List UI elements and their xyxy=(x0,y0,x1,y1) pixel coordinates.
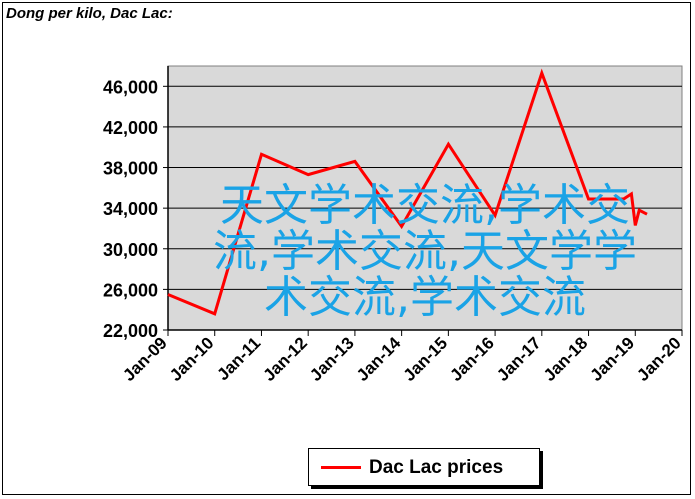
x-tick-label: Jan-13 xyxy=(306,333,358,385)
legend-label: Dac Lac prices xyxy=(369,457,504,478)
x-tick-label: Jan-20 xyxy=(633,333,685,385)
x-tick-label: Jan-17 xyxy=(493,333,545,385)
y-tick-label: 46,000 xyxy=(103,77,158,97)
x-tick-label: Jan-16 xyxy=(446,333,498,385)
x-tick-label: Jan-15 xyxy=(400,333,452,385)
y-tick-label: 26,000 xyxy=(103,280,158,300)
chart-title: Dong per kilo, Dac Lac: xyxy=(6,5,173,22)
legend: Dac Lac prices xyxy=(308,448,540,486)
y-tick-label: 42,000 xyxy=(103,118,158,138)
x-tick-label: Jan-12 xyxy=(259,333,311,385)
x-tick-label: Jan-10 xyxy=(166,333,218,385)
legend-swatch xyxy=(321,466,361,469)
y-tick-label: 38,000 xyxy=(103,159,158,179)
x-tick-label: Jan-18 xyxy=(540,333,592,385)
y-tick-label: 34,000 xyxy=(103,199,158,219)
x-tick-label: Jan-11 xyxy=(213,333,264,384)
x-tick-label: Jan-14 xyxy=(353,333,405,385)
y-tick-label: 30,000 xyxy=(103,240,158,260)
x-tick-label: Jan-09 xyxy=(119,333,171,385)
x-tick-label: Jan-19 xyxy=(587,333,639,385)
y-tick-label: 22,000 xyxy=(103,321,158,341)
series-line xyxy=(167,68,648,316)
